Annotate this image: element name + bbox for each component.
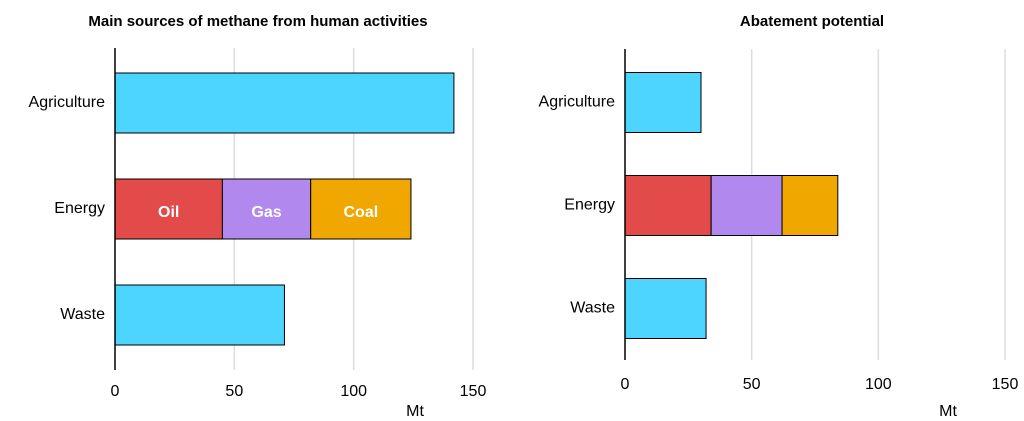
x-tick-label: 150 <box>460 383 487 400</box>
bar-segment <box>221 178 312 240</box>
bar-segment <box>624 72 702 133</box>
bar-segment <box>114 178 223 240</box>
bar-segment <box>310 178 412 240</box>
bar-segment <box>114 284 285 346</box>
bar-segment <box>710 175 783 236</box>
bar-segment <box>114 72 455 134</box>
bar-segment <box>624 278 707 339</box>
y-tick-label: Agriculture <box>29 94 106 111</box>
y-tick-label: Agriculture <box>539 94 616 111</box>
x-tick-label: 150 <box>992 376 1019 393</box>
chart-title: Abatement potential <box>740 13 884 30</box>
x-tick-label: 50 <box>743 376 761 393</box>
bar-segment <box>781 175 839 236</box>
y-tick-label: Waste <box>60 306 105 323</box>
x-axis-label: Mt <box>939 403 957 420</box>
segment-label: Coal <box>343 204 378 221</box>
x-tick-label: 0 <box>111 383 120 400</box>
chart-title: Main sources of methane from human activ… <box>88 13 427 30</box>
x-tick-label: 50 <box>225 383 243 400</box>
segment-label: Oil <box>158 204 179 221</box>
x-tick-label: 100 <box>340 383 367 400</box>
y-tick-label: Energy <box>54 200 105 217</box>
x-tick-label: 0 <box>621 376 630 393</box>
x-tick-label: 100 <box>865 376 892 393</box>
y-tick-label: Energy <box>564 197 615 214</box>
bar-segment <box>624 175 712 236</box>
x-axis-label: Mt <box>406 403 424 420</box>
y-tick-label: Waste <box>570 300 615 317</box>
segment-label: Gas <box>251 204 281 221</box>
